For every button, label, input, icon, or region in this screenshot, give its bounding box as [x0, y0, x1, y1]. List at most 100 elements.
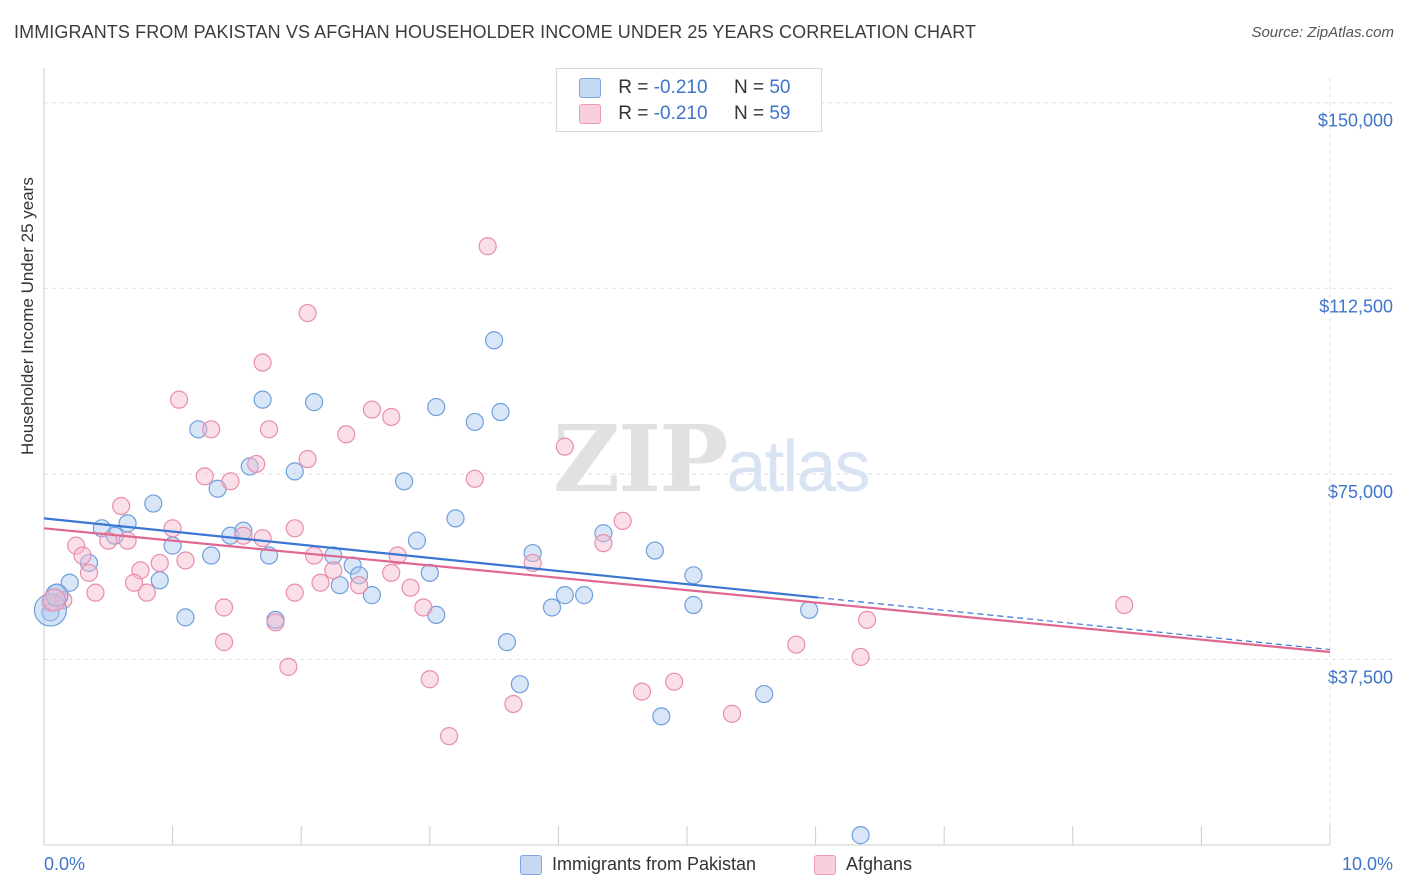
afghan-point [259, 420, 279, 439]
afghan-point [504, 694, 523, 714]
pakistan-point [79, 553, 99, 573]
pakistan-point [446, 509, 465, 528]
afghan-point [311, 573, 330, 592]
watermark-zip: ZIP [553, 405, 728, 513]
afghan-point [324, 561, 343, 580]
pakistan-point [497, 633, 517, 652]
pakistan-point [285, 462, 304, 481]
pakistan-point [118, 514, 137, 533]
pakistan-point [427, 397, 446, 417]
afghan-point [247, 454, 266, 474]
afghan-legend-swatch [814, 855, 836, 876]
afghan-point [555, 437, 574, 456]
afghan-point [112, 496, 131, 516]
legend-r-value: -0.210 [653, 77, 708, 98]
pakistan-point [684, 566, 703, 585]
y-tick-label: $150,000 [1318, 111, 1393, 131]
pakistan-point [407, 531, 427, 550]
pakistan-point [394, 472, 414, 491]
pakistan-point [555, 586, 574, 605]
afghan-point [613, 511, 632, 530]
pakistan-point [800, 600, 819, 620]
pakistan-point [851, 826, 870, 845]
pakistan-point [144, 494, 163, 513]
afghan-point [253, 353, 272, 372]
x-tick-label: 10.0% [1342, 854, 1393, 874]
legend-row-pakistan: R = -0.210 N = 50 [579, 75, 790, 101]
y-tick-label: $112,500 [1319, 296, 1393, 316]
afghan-point [722, 704, 742, 723]
pakistan-point [176, 608, 195, 627]
afghan-point [594, 534, 613, 553]
pakistan-point [465, 412, 484, 432]
pakistan-trend-line [43, 517, 819, 599]
y-axis-label: Householder Income Under 25 years [18, 177, 37, 455]
afghan-point [439, 727, 459, 746]
legend-r-label: R = [618, 77, 649, 98]
legend-n-label: N = [733, 103, 765, 124]
afghan-point [298, 449, 317, 469]
afghan-point [214, 598, 234, 617]
afghan-point [195, 467, 214, 486]
afghan-point [253, 529, 272, 548]
legend-item-afghans: Afghans [814, 852, 912, 876]
y-tick-label: $75,000 [1328, 482, 1393, 502]
afghan-point [420, 670, 439, 689]
pakistan-point [652, 707, 671, 726]
afghan-point [169, 390, 189, 409]
afghan-point [86, 583, 105, 602]
zipatlas-watermark: ZIPatlas [553, 405, 870, 513]
chart-title: IMMIGRANTS FROM PAKISTAN VS AFGHAN HOUSE… [14, 22, 977, 42]
legend-r-value: -0.210 [653, 103, 708, 124]
afghan-trend-line [43, 527, 1331, 654]
afghan-point [150, 553, 169, 573]
afghan-point [73, 546, 92, 565]
afghan-point [234, 526, 253, 545]
y-tick-label: $37,500 [1328, 667, 1393, 687]
pakistan-point [510, 675, 529, 694]
pakistan-point [542, 598, 562, 617]
legend-n-value: 59 [769, 103, 791, 124]
afghan-point [787, 635, 806, 654]
legend-row-afghans: R = -0.210 N = 59 [579, 101, 790, 127]
afghan-point [465, 469, 484, 488]
pakistan-point [189, 420, 208, 439]
legend-r-label: R = [618, 103, 649, 124]
afghan-point [285, 583, 304, 602]
afghan-point [266, 613, 285, 632]
afghan-point [67, 536, 86, 555]
afghan-point [851, 647, 870, 667]
afghan-point [337, 425, 356, 444]
afghan-point [632, 682, 652, 701]
afghan-point [382, 563, 401, 582]
pakistan-point [60, 573, 79, 592]
afghan-swatch [579, 103, 601, 124]
afghan-point [414, 598, 433, 617]
legend-item-pakistan: Immigrants from Pakistan [520, 852, 756, 876]
watermark-atlas: atlas [726, 427, 870, 507]
afghan-point [478, 237, 497, 256]
pakistan-point [362, 586, 382, 605]
pakistan-point [684, 595, 703, 615]
afghan-point [176, 551, 195, 570]
pakistan-trend-extension [818, 596, 1331, 651]
x-tick-label: 0.0% [44, 854, 85, 874]
afghan-point [665, 672, 684, 691]
source-label: Source: ZipAtlas.com [1251, 24, 1394, 41]
afghan-point [163, 519, 182, 538]
pakistan-point [523, 543, 542, 563]
pakistan-point [594, 524, 613, 543]
afghan-point [221, 472, 240, 491]
afghan-point [202, 420, 221, 439]
legend-n-label: N = [733, 77, 765, 98]
afghan-point [79, 563, 99, 582]
afghan-cluster-point [42, 588, 66, 612]
pakistan-point [150, 571, 169, 590]
afghan-point [362, 400, 382, 419]
pakistan-point [491, 402, 510, 422]
afghan-point [349, 576, 369, 595]
afghan-point [1115, 595, 1134, 615]
pakistan-point [202, 546, 221, 565]
correlation-legend: R = -0.210 N = 50 R = -0.210 N = 59 [556, 68, 822, 132]
